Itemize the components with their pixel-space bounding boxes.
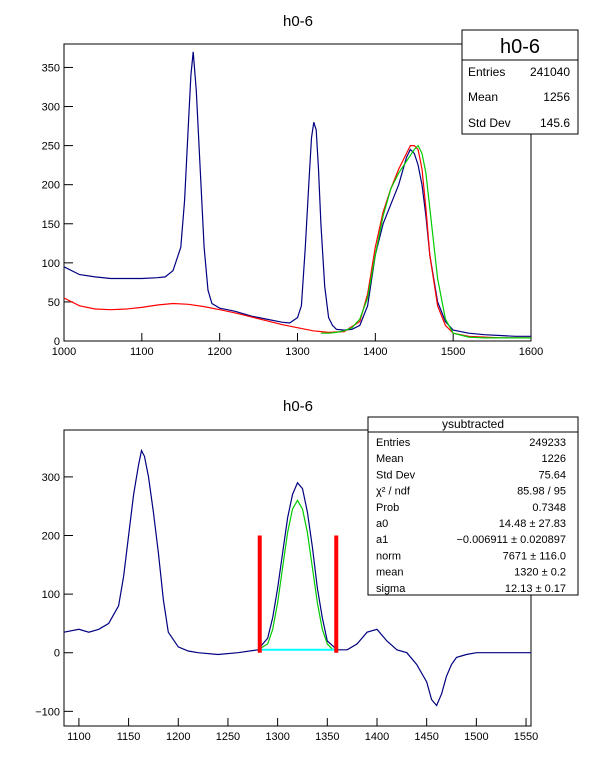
stats-label: χ² / ndf [376, 486, 411, 498]
plot-data [63, 51, 531, 339]
x-tick-label: 1100 [67, 731, 91, 743]
x-tick-label: 1350 [315, 731, 339, 743]
stats-label: Entries [376, 437, 411, 449]
y-tick-label: 200 [42, 531, 60, 543]
stats-value: 241040 [530, 65, 570, 79]
series-line-0 [63, 448, 531, 707]
x-tick-label: 1000 [52, 346, 76, 358]
stats-value: 249233 [529, 437, 566, 449]
axis-ticks: 1000 1100 1200 1300 1400 1500 1600 0 50 100 150 200… [42, 62, 544, 358]
stats-label: Std Dev [376, 469, 416, 481]
stats-label: a1 [376, 534, 388, 546]
stats-label: sigma [376, 583, 406, 595]
y-tick-label: 300 [42, 102, 60, 114]
x-tick-label: 1450 [414, 731, 438, 743]
stats-label: Mean [468, 90, 498, 104]
stats-value: 1320 ± 0.2 [514, 567, 566, 579]
stats-value: 12.13 ± 0.17 [505, 583, 566, 595]
plot-frame [63, 43, 532, 342]
y-tick-label: 100 [42, 258, 60, 270]
series-line-1 [257, 499, 338, 651]
stats-label: Mean [376, 453, 404, 465]
y-tick-label: 50 [48, 297, 60, 309]
x-tick-label: 1100 [130, 346, 154, 358]
chart-bottom: h0-6 1100 1150 1200 1250 1300 1350 1400 1450 150… [35, 398, 579, 743]
x-tick-label: 1250 [216, 731, 240, 743]
y-tick-label: 100 [42, 589, 60, 601]
stats-name: ysubtracted [442, 417, 504, 431]
stats-label: norm [376, 550, 401, 562]
stats-rows: Entries 249233 Mean 1226 Std Dev 75.64 χ² / nd… [376, 437, 566, 595]
stats-label: mean [376, 567, 404, 579]
y-tick-label: 350 [42, 62, 60, 74]
x-tick-label: 1500 [464, 731, 488, 743]
stats-name: h0-6 [500, 36, 540, 58]
stats-value: −0.006911 ± 0.020897 [456, 534, 566, 546]
x-tick-label: 1400 [363, 346, 387, 358]
y-tick-label: 300 [42, 472, 60, 484]
stats-value: 1256 [543, 90, 570, 104]
x-tick-label: 1500 [441, 346, 465, 358]
x-tick-label: 1400 [365, 731, 389, 743]
x-tick-label: 1600 [519, 346, 543, 358]
series-line-2 [320, 144, 531, 339]
x-tick-label: 1550 [514, 731, 538, 743]
y-tick-label: 150 [42, 219, 60, 231]
stats-box: ysubtracted Entries 249233 Mean 1226 Std Dev… [367, 416, 579, 596]
stats-value: 85.98 / 95 [517, 486, 566, 498]
x-tick-label: 1200 [166, 731, 190, 743]
x-tick-label: 1300 [285, 346, 309, 358]
stats-box: h0-6 Entries 241040 Mean 1256 Std Dev 14… [461, 29, 579, 135]
x-tick-label: 1300 [265, 731, 289, 743]
stats-value: 14.48 ± 27.83 [499, 518, 566, 530]
stats-value: 7671 ± 116.0 [503, 550, 566, 562]
plot-data [63, 448, 531, 707]
chart-top: h0-6 1000 1100 1200 1300 1400 1500 16000501001… [42, 13, 579, 358]
stats-label: Entries [468, 65, 505, 79]
y-tick-label: 0 [54, 336, 60, 348]
y-tick-label: 250 [42, 141, 60, 153]
chart-title: h0-6 [283, 398, 313, 415]
y-tick-label: −100 [35, 706, 60, 718]
x-tick-label: 1150 [117, 731, 141, 743]
stats-value: 145.6 [540, 116, 570, 130]
stats-value: 75.64 [538, 469, 566, 481]
y-tick-label: 200 [42, 180, 60, 192]
x-tick-label: 1200 [207, 346, 231, 358]
series-line-0 [63, 51, 531, 337]
series-line-1 [63, 145, 531, 339]
axis-ticks: 1100 1150 1200 1250 1300 1350 1400 1450 1500 1550… [35, 472, 538, 743]
stats-value: 1226 [542, 453, 566, 465]
stats-label: Std Dev [468, 116, 511, 130]
stats-value: 0.7348 [532, 502, 566, 514]
stats-label: Prob [376, 502, 399, 514]
y-tick-label: 0 [54, 648, 60, 660]
chart-title: h0-6 [283, 13, 313, 30]
stats-label: a0 [376, 518, 388, 530]
